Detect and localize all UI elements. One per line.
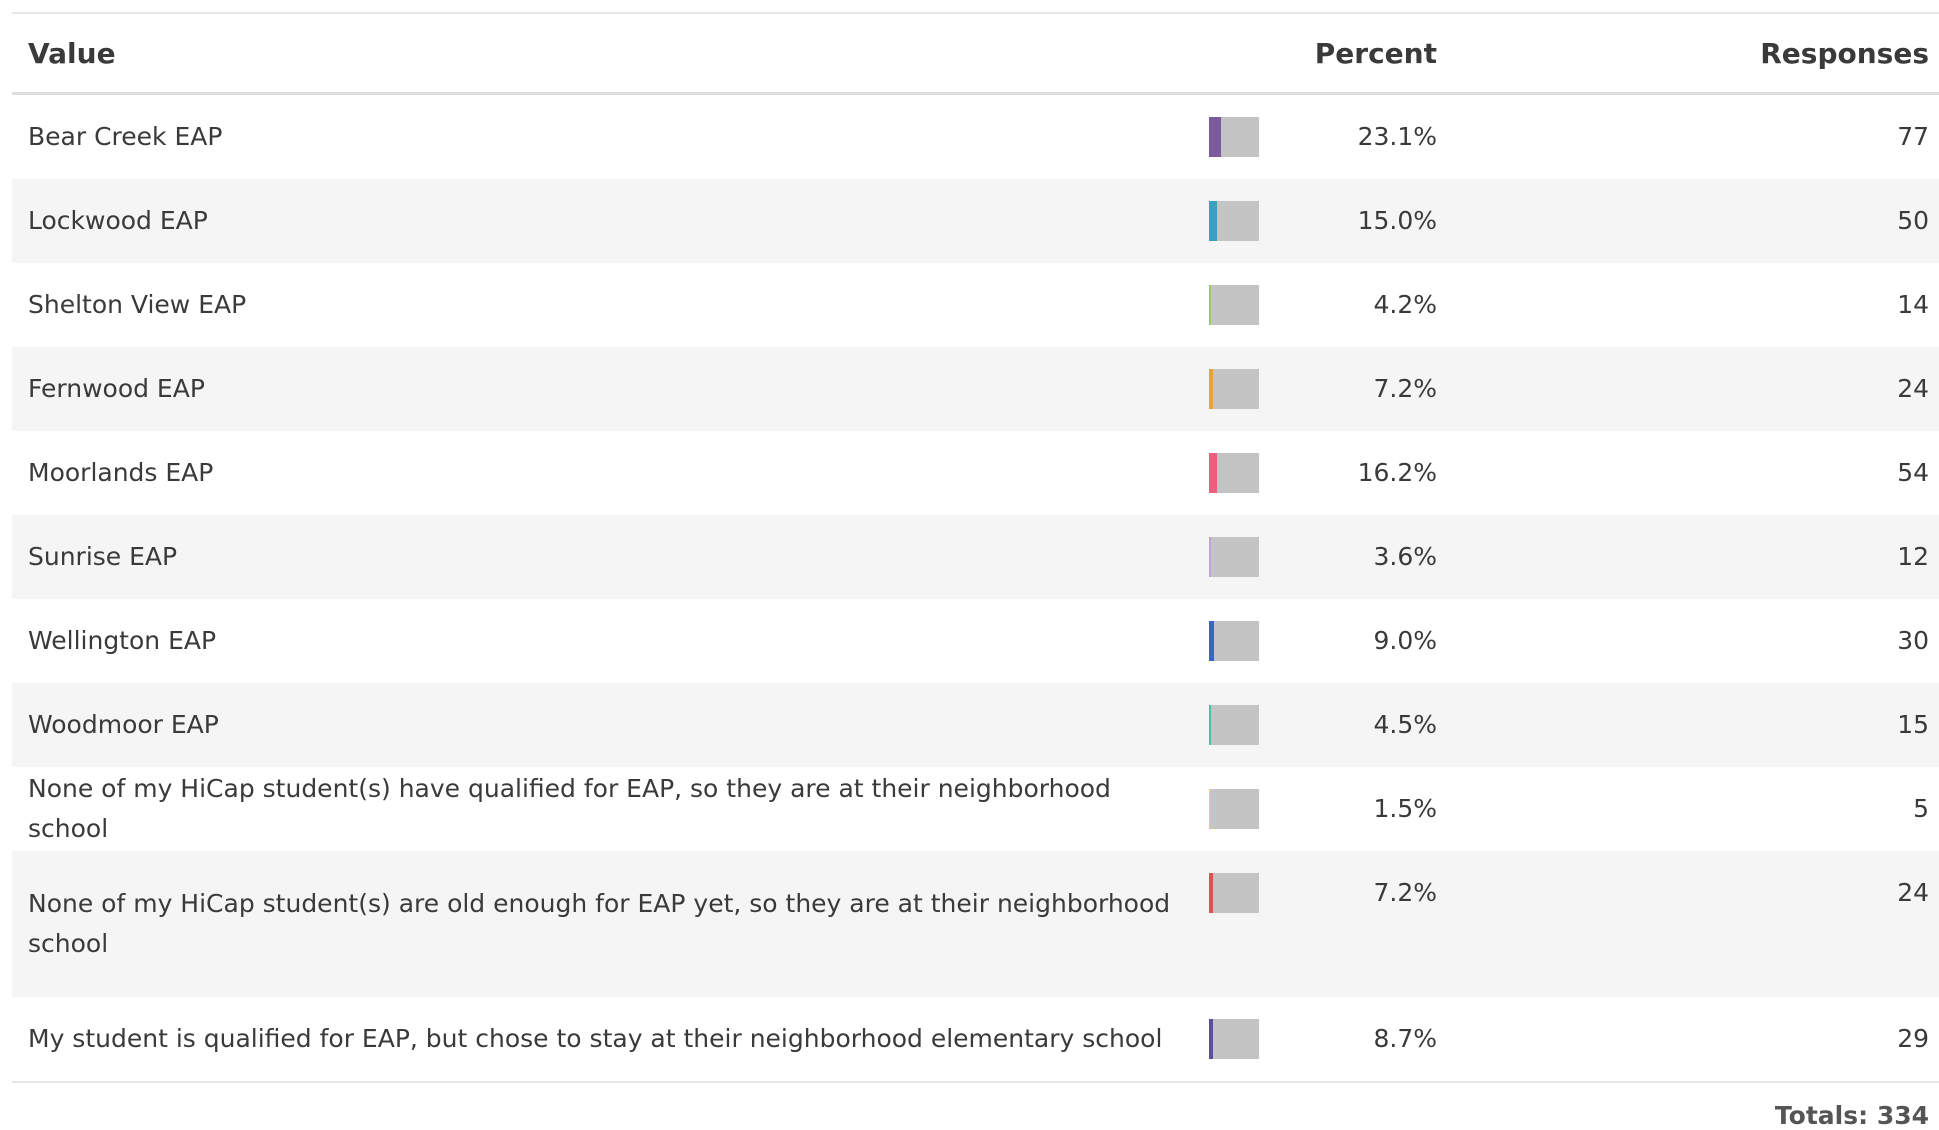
responses-cell: 12 (1453, 515, 1939, 599)
bar-fill (1209, 705, 1212, 745)
value-cell: Bear Creek EAP (28, 122, 223, 151)
bar-fill (1209, 789, 1210, 829)
bar-track (1209, 621, 1259, 661)
header-value: Value (12, 13, 1209, 95)
bar-fill (1209, 1019, 1214, 1059)
percent-cell: 15.0% (1261, 179, 1453, 263)
bar-cell (1209, 599, 1261, 683)
percent-cell: 3.6% (1261, 515, 1453, 599)
bar-track (1209, 537, 1259, 577)
header-row: Value Percent Responses (12, 13, 1939, 95)
row: Lockwood EAP 15.0% 50 (12, 179, 1939, 263)
percent-cell: 23.1% (1357, 122, 1437, 151)
bar-track (1209, 1019, 1259, 1059)
value-cell: My student is qualified for EAP, but cho… (12, 997, 1209, 1083)
bar-fill (1209, 117, 1221, 157)
totals-value: 334 (1876, 1101, 1929, 1130)
row: My student is qualified for EAP, but cho… (12, 997, 1939, 1083)
bar-track (1209, 705, 1259, 745)
results-table: Value Percent Responses Bear Creek EAP 23… (12, 12, 1939, 1083)
bar-fill (1209, 873, 1213, 913)
bar-track (1209, 201, 1259, 241)
responses-cell: 24 (1453, 851, 1939, 997)
bar-track (1209, 873, 1259, 913)
responses-cell: 14 (1897, 290, 1929, 319)
row: Bear Creek EAP 23.1% 77 (12, 94, 1939, 180)
value-cell: None of my HiCap student(s) are old enou… (12, 851, 1209, 997)
bar-track (1209, 453, 1259, 493)
value-cell: Sunrise EAP (12, 515, 1209, 599)
responses-cell: 5 (1913, 794, 1929, 823)
percent-cell: 7.2% (1261, 347, 1453, 431)
bar-track (1209, 369, 1259, 409)
bar-cell (1209, 431, 1261, 515)
bar-cell (1209, 515, 1261, 599)
bar-track (1209, 789, 1259, 829)
value-cell: Shelton View EAP (28, 290, 247, 319)
bar-fill (1209, 453, 1218, 493)
percent-cell: 1.5% (1373, 794, 1437, 823)
bar-cell (1209, 347, 1261, 431)
bar-cell (1209, 997, 1261, 1083)
responses-cell: 30 (1897, 626, 1929, 655)
value-cell: None of my HiCap student(s) have qualifi… (28, 774, 1111, 843)
responses-cell: 54 (1897, 458, 1929, 487)
bar-fill (1209, 201, 1217, 241)
bar-track (1209, 285, 1259, 325)
value-cell: Woodmoor EAP (12, 683, 1209, 767)
bar-cell (1209, 767, 1261, 851)
percent-cell: 4.2% (1373, 290, 1437, 319)
row: None of my HiCap student(s) are old enou… (12, 851, 1939, 997)
bar-track (1209, 117, 1259, 157)
header-bar (1209, 13, 1261, 95)
value-cell: Moorlands EAP (28, 458, 214, 487)
bar-fill (1209, 285, 1212, 325)
responses-cell: 50 (1453, 179, 1939, 263)
value-cell: Lockwood EAP (12, 179, 1209, 263)
bar-fill (1209, 537, 1211, 577)
row: Woodmoor EAP 4.5% 15 (12, 683, 1939, 767)
row: Moorlands EAP 16.2% 54 (12, 431, 1939, 515)
bar-cell (1209, 263, 1261, 347)
value-cell: Wellington EAP (28, 626, 217, 655)
percent-cell: 9.0% (1373, 626, 1437, 655)
bar-cell (1209, 683, 1261, 767)
percent-cell: 16.2% (1357, 458, 1437, 487)
results-table-wrap: Value Percent Responses Bear Creek EAP 23… (12, 12, 1939, 1130)
responses-cell: 29 (1453, 997, 1939, 1083)
row: Shelton View EAP 4.2% 14 (12, 263, 1939, 347)
responses-cell: 15 (1453, 683, 1939, 767)
bar-cell (1209, 851, 1261, 997)
percent-cell: 8.7% (1261, 997, 1453, 1083)
bar-cell (1209, 179, 1261, 263)
value-cell: Fernwood EAP (12, 347, 1209, 431)
bar-fill (1209, 621, 1214, 661)
percent-cell: 7.2% (1261, 851, 1453, 997)
row: Sunrise EAP 3.6% 12 (12, 515, 1939, 599)
responses-cell: 24 (1453, 347, 1939, 431)
header-percent: Percent (1261, 13, 1453, 95)
totals: Totals: 334 (12, 1083, 1939, 1130)
row: None of my HiCap student(s) have qualifi… (12, 767, 1939, 851)
row: Fernwood EAP 7.2% 24 (12, 347, 1939, 431)
row: Wellington EAP 9.0% 30 (12, 599, 1939, 683)
totals-label: Totals: (1774, 1101, 1869, 1130)
responses-cell: 77 (1897, 122, 1929, 151)
percent-cell: 4.5% (1261, 683, 1453, 767)
bar-cell (1209, 94, 1261, 180)
table-body: Bear Creek EAP 23.1% 77 Lockwood EAP 15.0% 50… (12, 94, 1939, 1083)
bar-fill (1209, 369, 1213, 409)
header-responses: Responses (1453, 13, 1939, 95)
